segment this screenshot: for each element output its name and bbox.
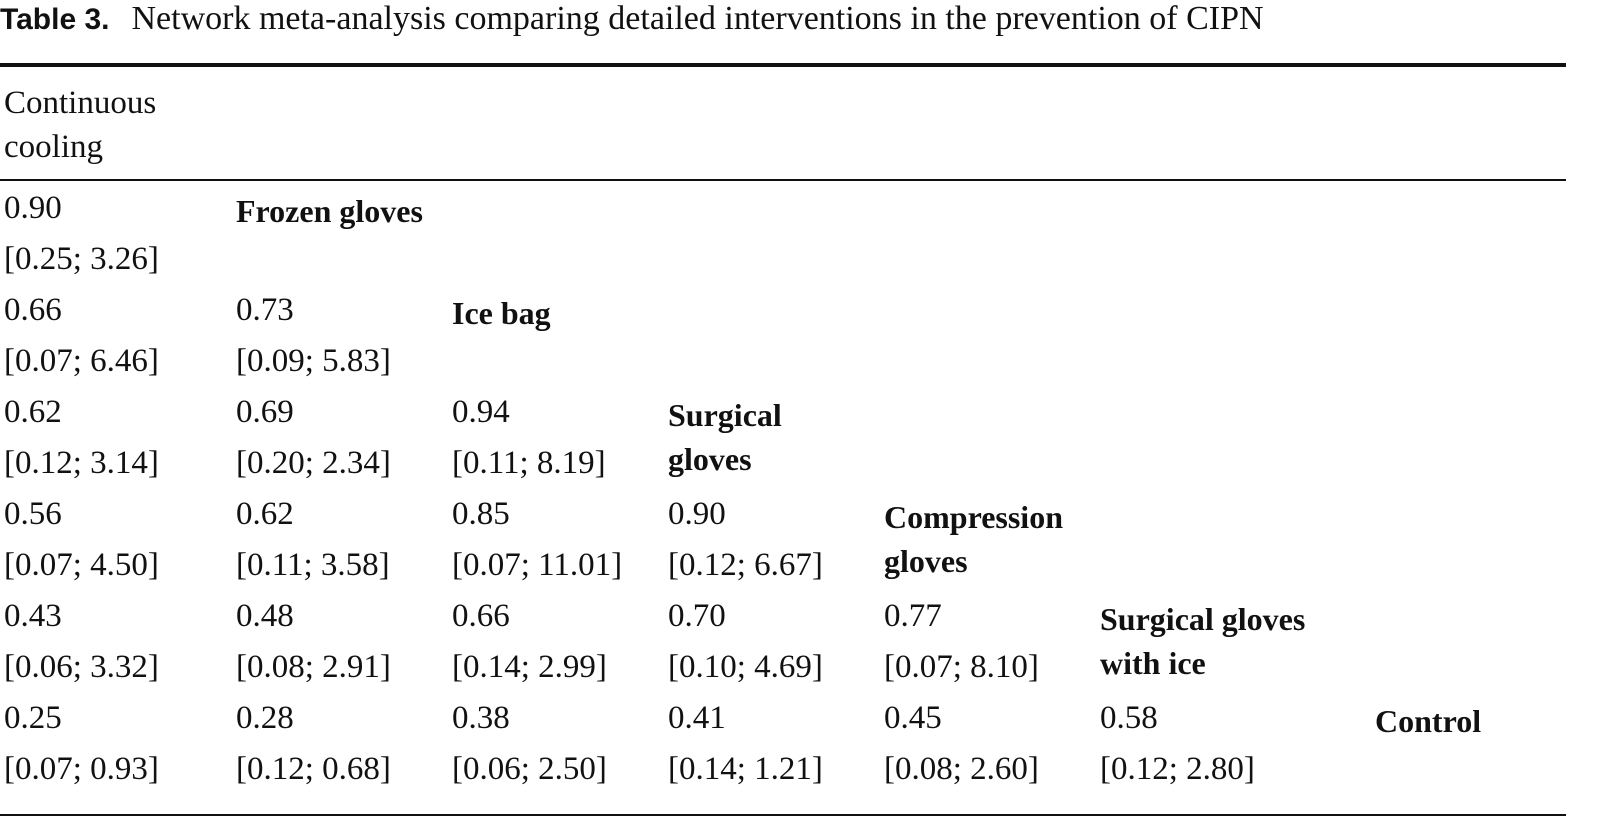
confidence-interval: [0.11; 8.19] xyxy=(452,445,606,481)
comparison-cell: 0.62 [0.11; 3.58] xyxy=(236,489,390,591)
confidence-interval: [0.06; 3.32] xyxy=(4,649,159,685)
treatment-name-line-1: Control xyxy=(1375,703,1482,739)
header-continuous-cooling: Continuous cooling xyxy=(4,81,156,169)
treatment-name-line-2: with ice xyxy=(1100,645,1206,681)
comparison-cell: 0.43 [0.06; 3.32] xyxy=(4,591,159,693)
comparison-cell: 0.38 [0.06; 2.50] xyxy=(452,693,607,795)
table-caption: Table 3. Network meta-analysis comparing … xyxy=(0,0,1264,40)
effect-estimate: 0.25 xyxy=(4,700,62,736)
diagonal-treatment-5: Surgical gloves with ice xyxy=(1100,597,1305,685)
header-line-1: Continuous xyxy=(4,85,157,121)
effect-estimate: 0.85 xyxy=(452,496,510,532)
treatment-name-line-1: Surgical gloves xyxy=(1100,601,1306,637)
header-line-2: cooling xyxy=(4,129,103,165)
effect-estimate: 0.48 xyxy=(236,598,294,634)
confidence-interval: [0.10; 4.69] xyxy=(668,649,823,685)
effect-estimate: 0.66 xyxy=(4,292,62,328)
comparison-cell: 0.66 [0.07; 6.46] xyxy=(4,285,159,387)
bottom-rule xyxy=(0,814,1566,816)
comparison-cell: 0.41 [0.14; 1.21] xyxy=(668,693,823,795)
confidence-interval: [0.09; 5.83] xyxy=(236,343,391,379)
confidence-interval: [0.20; 2.34] xyxy=(236,445,391,481)
effect-estimate: 0.62 xyxy=(4,394,62,430)
comparison-cell: 0.45 [0.08; 2.60] xyxy=(884,693,1039,795)
table-title: Network meta-analysis comparing detailed… xyxy=(131,0,1264,37)
diagonal-treatment-2: Ice bag xyxy=(452,291,551,335)
comparison-cell: 0.90 [0.12; 6.67] xyxy=(668,489,823,591)
confidence-interval: [0.06; 2.50] xyxy=(452,751,607,787)
confidence-interval: [0.08; 2.60] xyxy=(884,751,1039,787)
comparison-cell: 0.73 [0.09; 5.83] xyxy=(236,285,391,387)
diagonal-treatment-3: Surgical gloves xyxy=(668,393,782,481)
diagonal-treatment-4: Compression gloves xyxy=(884,495,1063,583)
confidence-interval: [0.11; 3.58] xyxy=(236,547,390,583)
comparison-cell: 0.69 [0.20; 2.34] xyxy=(236,387,391,489)
confidence-interval: [0.12; 3.14] xyxy=(4,445,159,481)
comparison-cell: 0.77 [0.07; 8.10] xyxy=(884,591,1039,693)
confidence-interval: [0.07; 4.50] xyxy=(4,547,159,583)
confidence-interval: [0.12; 2.80] xyxy=(1100,751,1255,787)
effect-estimate: 0.62 xyxy=(236,496,294,532)
comparison-cell: 0.94 [0.11; 8.19] xyxy=(452,387,606,489)
comparison-cell: 0.48 [0.08; 2.91] xyxy=(236,591,391,693)
effect-estimate: 0.58 xyxy=(1100,700,1158,736)
effect-estimate: 0.43 xyxy=(4,598,62,634)
treatment-name-line-1: Surgical xyxy=(668,397,782,433)
comparison-cell: 0.25 [0.07; 0.93] xyxy=(4,693,159,795)
effect-estimate: 0.70 xyxy=(668,598,726,634)
confidence-interval: [0.12; 0.68] xyxy=(236,751,391,787)
confidence-interval: [0.12; 6.67] xyxy=(668,547,823,583)
effect-estimate: 0.90 xyxy=(4,190,62,226)
comparison-cell: 0.90 [0.25; 3.26] xyxy=(4,183,159,285)
treatment-name-line-1: Compression xyxy=(884,499,1063,535)
top-rule xyxy=(0,63,1566,67)
comparison-cell: 0.56 [0.07; 4.50] xyxy=(4,489,159,591)
effect-estimate: 0.94 xyxy=(452,394,510,430)
effect-estimate: 0.90 xyxy=(668,496,726,532)
table-number: Table 3. xyxy=(0,3,110,36)
confidence-interval: [0.07; 0.93] xyxy=(4,751,159,787)
confidence-interval: [0.07; 8.10] xyxy=(884,649,1039,685)
confidence-interval: [0.14; 2.99] xyxy=(452,649,607,685)
treatment-name-line-1: Ice bag xyxy=(452,295,551,331)
effect-estimate: 0.38 xyxy=(452,700,510,736)
comparison-cell: 0.85 [0.07; 11.01] xyxy=(452,489,622,591)
effect-estimate: 0.41 xyxy=(668,700,726,736)
effect-estimate: 0.28 xyxy=(236,700,294,736)
confidence-interval: [0.25; 3.26] xyxy=(4,241,159,277)
comparison-cell: 0.62 [0.12; 3.14] xyxy=(4,387,159,489)
effect-estimate: 0.56 xyxy=(4,496,62,532)
effect-estimate: 0.77 xyxy=(884,598,942,634)
confidence-interval: [0.07; 11.01] xyxy=(452,547,623,583)
confidence-interval: [0.14; 1.21] xyxy=(668,751,823,787)
confidence-interval: [0.07; 6.46] xyxy=(4,343,159,379)
effect-estimate: 0.66 xyxy=(452,598,510,634)
effect-estimate: 0.73 xyxy=(236,292,294,328)
treatment-name-line-2: gloves xyxy=(668,441,752,477)
diagonal-treatment-6: Control xyxy=(1375,699,1481,743)
comparison-cell: 0.28 [0.12; 0.68] xyxy=(236,693,391,795)
treatment-name-line-1: Frozen gloves xyxy=(236,193,423,229)
comparison-cell: 0.70 [0.10; 4.69] xyxy=(668,591,823,693)
comparison-cell: 0.58 [0.12; 2.80] xyxy=(1100,693,1255,795)
confidence-interval: [0.08; 2.91] xyxy=(236,649,391,685)
header-rule xyxy=(0,179,1566,181)
diagonal-treatment-1: Frozen gloves xyxy=(236,189,423,233)
effect-estimate: 0.69 xyxy=(236,394,294,430)
effect-estimate: 0.45 xyxy=(884,700,942,736)
comparison-cell: 0.66 [0.14; 2.99] xyxy=(452,591,607,693)
treatment-name-line-2: gloves xyxy=(884,543,968,579)
